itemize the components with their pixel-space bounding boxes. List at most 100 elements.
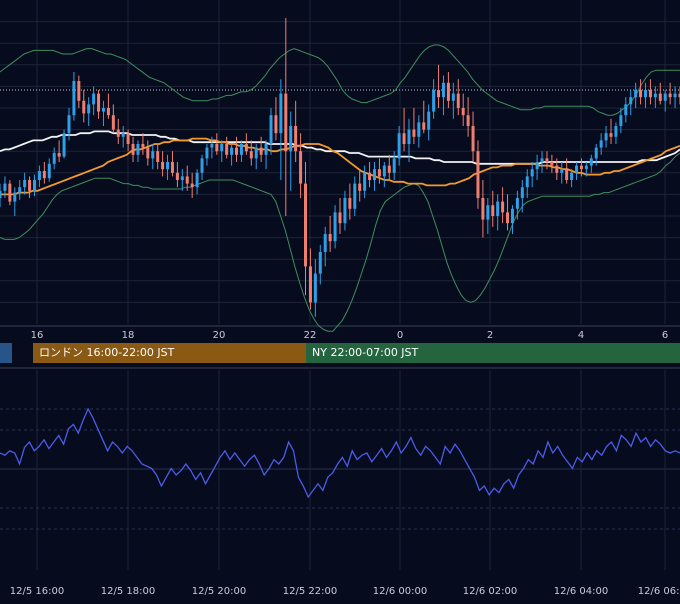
candle-body: [196, 173, 199, 187]
osc-x-tick-label: 12/5 18:00: [101, 586, 155, 597]
candle-body: [107, 108, 110, 115]
candle: [0, 184, 2, 207]
candle: [48, 158, 51, 181]
candle: [230, 144, 233, 166]
candle: [496, 194, 499, 230]
candle-body: [112, 115, 115, 129]
candle-body: [117, 130, 120, 137]
candle-body: [506, 212, 509, 223]
candle: [501, 187, 504, 223]
candle-body: [53, 153, 56, 164]
candle-body: [13, 193, 16, 202]
candle-body: [363, 173, 366, 191]
candle-body: [343, 198, 346, 223]
candle-body: [585, 166, 588, 170]
candle: [309, 248, 312, 309]
candle-body: [649, 90, 652, 97]
candle-body: [329, 234, 332, 241]
candle-body: [644, 90, 647, 97]
candle-body: [171, 162, 174, 173]
candle-body: [38, 171, 41, 180]
candle-body: [156, 151, 159, 162]
candle: [442, 76, 445, 116]
candle-body: [270, 115, 273, 144]
candle: [43, 162, 46, 184]
candle-body: [215, 144, 218, 151]
candle: [304, 162, 307, 295]
candle-body: [63, 133, 66, 156]
candle-body: [0, 191, 2, 198]
candle: [624, 97, 627, 122]
candle: [368, 162, 371, 187]
candle-body: [580, 166, 583, 170]
candle-body: [595, 148, 598, 159]
candle: [38, 166, 41, 188]
candle: [107, 94, 110, 119]
candle-body: [127, 133, 130, 144]
candle-body: [452, 94, 455, 101]
candle: [18, 180, 21, 200]
osc-x-tick-label: 12/6 02:00: [463, 586, 517, 597]
candle-body: [472, 126, 475, 151]
x-tick-label: 20: [213, 330, 226, 341]
moving-averages: [0, 131, 680, 194]
candle-body: [334, 212, 337, 241]
x-tick-label: 22: [304, 330, 317, 341]
candle-body: [555, 166, 558, 173]
candle-body: [654, 94, 657, 98]
candle: [289, 112, 292, 191]
candle: [506, 194, 509, 230]
candle-body: [102, 108, 105, 112]
candle: [373, 162, 376, 191]
candle: [8, 180, 11, 205]
candle: [92, 86, 95, 115]
candle-body: [33, 180, 36, 191]
candle-body: [600, 140, 603, 147]
candle-body: [398, 133, 401, 158]
candle: [250, 140, 253, 165]
oscillator-grid: [0, 368, 680, 570]
candle-body: [274, 115, 277, 133]
candle-body: [590, 158, 593, 165]
candle: [383, 162, 386, 187]
candle: [102, 101, 105, 126]
candle-body: [220, 144, 223, 151]
candle-body: [339, 212, 342, 223]
candle: [82, 90, 85, 122]
candle-body: [151, 151, 154, 158]
candle-body: [467, 115, 470, 126]
candle: [363, 166, 366, 198]
candle: [614, 122, 617, 144]
candle: [674, 86, 677, 108]
candle-body: [304, 184, 307, 267]
candle-body: [511, 209, 514, 223]
candle: [412, 108, 415, 144]
candle-body: [610, 133, 613, 137]
candle-body: [136, 144, 139, 155]
candle: [560, 162, 563, 184]
x-tick-label: 18: [122, 330, 135, 341]
candle-body: [309, 266, 312, 302]
candle: [205, 144, 208, 166]
candle: [132, 137, 135, 162]
candle-body: [403, 133, 406, 144]
candle: [176, 162, 179, 187]
candle-body: [545, 158, 548, 162]
candle-body: [265, 144, 268, 155]
candle: [220, 140, 223, 162]
candle-body: [674, 94, 677, 98]
candle-body: [560, 169, 563, 173]
candle-body: [146, 148, 149, 159]
candle: [590, 155, 593, 173]
candle-body: [427, 112, 430, 130]
candle-body: [3, 184, 6, 191]
osc-x-tick-label: 12/6 04:00: [554, 586, 608, 597]
candle: [476, 140, 479, 208]
candle: [270, 108, 273, 155]
candle-body: [536, 162, 539, 169]
candle-body: [481, 198, 484, 220]
candle-body: [442, 83, 445, 97]
candle-body: [526, 176, 529, 187]
